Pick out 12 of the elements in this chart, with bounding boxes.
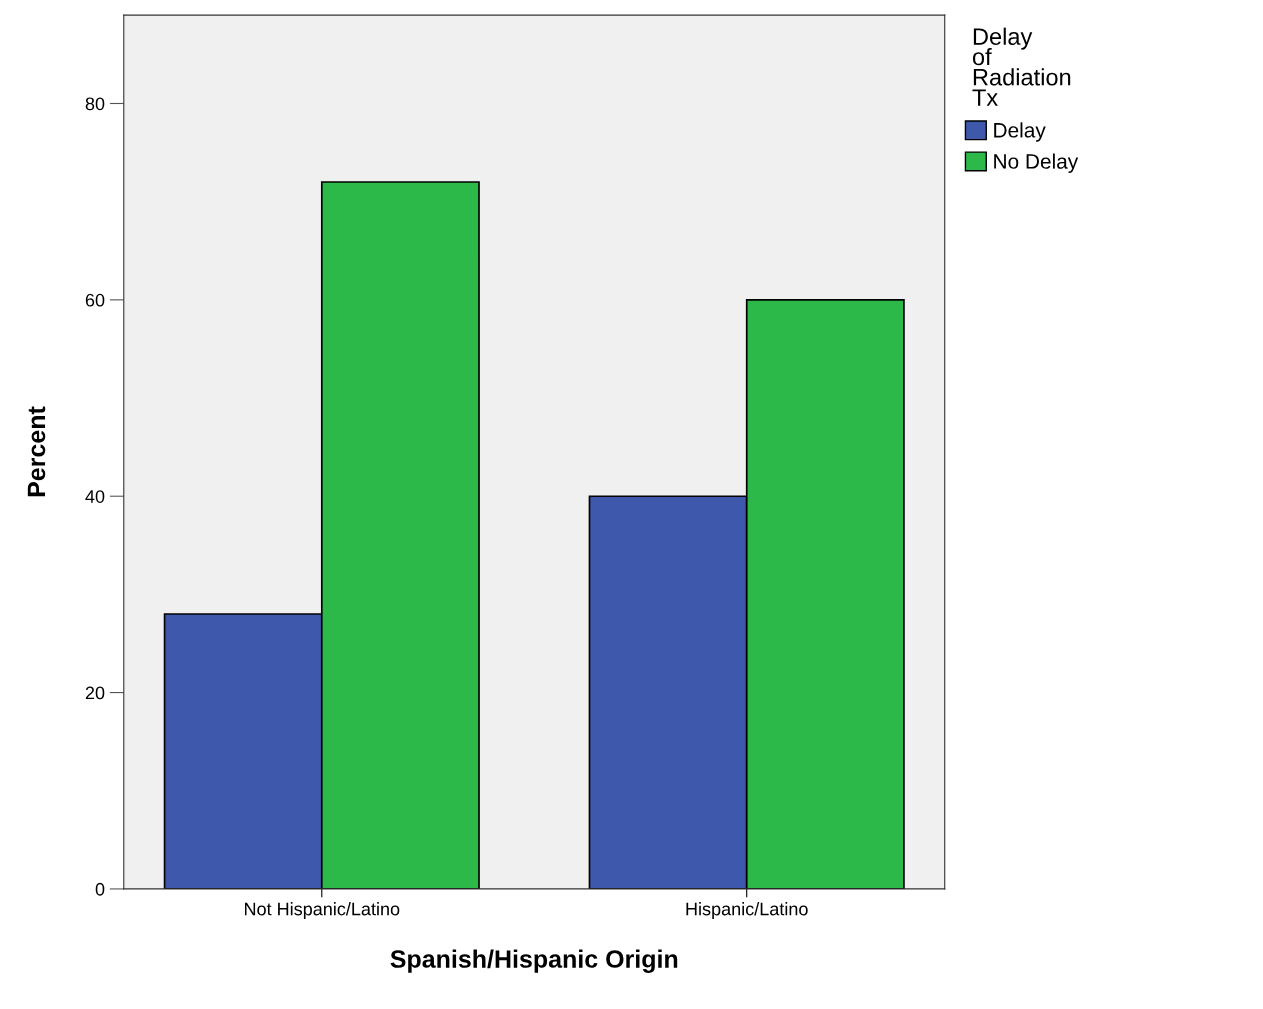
legend-label: No Delay <box>994 153 1079 173</box>
y-tick-label: 40 <box>85 490 105 503</box>
legend-label: Delay <box>994 122 1046 142</box>
x-axis-title: Spanish/Hispanic Origin <box>390 949 678 973</box>
legend-title: Delay of Radiation Tx <box>972 27 1071 106</box>
y-tick-label: 20 <box>85 686 105 700</box>
y-tick-label: 0 <box>95 882 105 896</box>
x-tick-label: Hispanic/Latino <box>686 902 808 919</box>
y-axis-title: Percent <box>27 406 46 497</box>
y-tick-label: 60 <box>85 293 105 307</box>
x-tick-label: Not Hispanic/Latino <box>244 902 400 919</box>
y-tick-label: 80 <box>85 97 105 111</box>
